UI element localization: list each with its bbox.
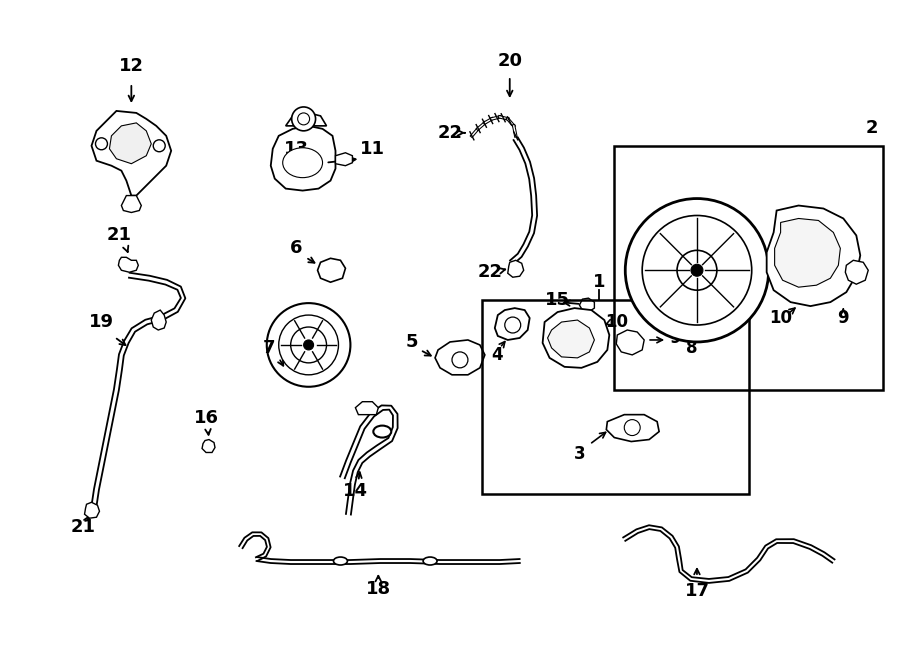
Circle shape: [153, 140, 166, 152]
Text: 10: 10: [605, 313, 628, 331]
Polygon shape: [119, 257, 139, 272]
Text: 14: 14: [343, 483, 368, 500]
Circle shape: [292, 107, 316, 131]
Circle shape: [677, 251, 717, 290]
Circle shape: [298, 113, 310, 125]
Polygon shape: [356, 402, 378, 414]
Polygon shape: [271, 126, 336, 190]
Polygon shape: [508, 260, 524, 277]
Text: 12: 12: [119, 57, 144, 75]
Circle shape: [626, 198, 769, 342]
Text: 21: 21: [71, 518, 96, 536]
Circle shape: [452, 352, 468, 368]
Polygon shape: [495, 308, 530, 340]
Polygon shape: [767, 206, 860, 306]
Text: 6: 6: [290, 239, 302, 257]
Text: 4: 4: [491, 346, 502, 364]
Polygon shape: [122, 196, 141, 212]
Circle shape: [505, 317, 521, 333]
Polygon shape: [151, 310, 166, 330]
Ellipse shape: [283, 148, 322, 178]
Text: 3: 3: [573, 446, 585, 463]
Polygon shape: [435, 340, 485, 375]
Ellipse shape: [334, 557, 347, 565]
Text: 17: 17: [685, 582, 709, 600]
Circle shape: [95, 137, 107, 150]
Text: 5: 5: [405, 333, 418, 351]
Text: 15: 15: [544, 291, 570, 309]
Polygon shape: [85, 502, 100, 518]
Circle shape: [291, 327, 327, 363]
Bar: [482, 300, 749, 494]
Polygon shape: [616, 330, 644, 355]
Text: 13: 13: [284, 139, 309, 158]
Text: 20: 20: [497, 52, 522, 70]
Circle shape: [266, 303, 350, 387]
Circle shape: [691, 264, 703, 276]
Text: 22: 22: [477, 263, 502, 281]
Polygon shape: [318, 258, 346, 282]
Polygon shape: [775, 219, 841, 287]
Ellipse shape: [423, 557, 437, 565]
Polygon shape: [547, 320, 594, 358]
Circle shape: [279, 315, 338, 375]
Text: 19: 19: [89, 313, 114, 331]
Polygon shape: [607, 414, 659, 442]
Text: 9: 9: [838, 309, 850, 327]
Text: 9: 9: [669, 329, 680, 347]
Text: 11: 11: [360, 139, 385, 158]
Text: 2: 2: [866, 119, 878, 137]
Circle shape: [303, 340, 313, 350]
Circle shape: [643, 215, 752, 325]
Text: 21: 21: [107, 227, 132, 245]
Polygon shape: [92, 111, 171, 196]
Text: 7: 7: [263, 339, 275, 357]
Circle shape: [625, 420, 640, 436]
Text: 8: 8: [686, 339, 698, 357]
Polygon shape: [110, 123, 151, 164]
Polygon shape: [845, 260, 868, 284]
Text: 16: 16: [194, 408, 219, 426]
Polygon shape: [336, 153, 353, 166]
Text: 18: 18: [365, 580, 391, 598]
Polygon shape: [285, 113, 327, 126]
Polygon shape: [202, 440, 215, 453]
Text: 10: 10: [770, 309, 792, 327]
Text: 22: 22: [437, 124, 463, 142]
Ellipse shape: [374, 426, 392, 438]
Bar: [615, 146, 883, 390]
Text: 1: 1: [593, 273, 606, 292]
Polygon shape: [580, 298, 594, 312]
Polygon shape: [543, 308, 609, 368]
